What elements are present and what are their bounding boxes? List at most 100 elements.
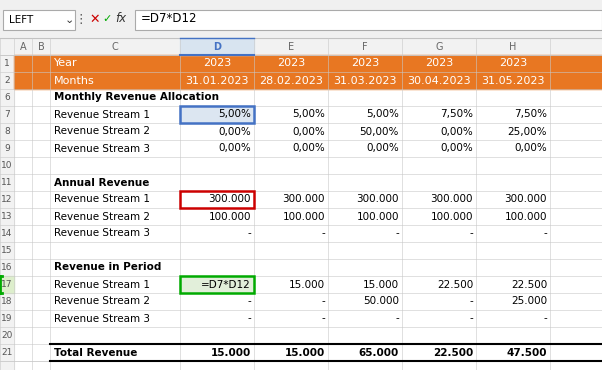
Text: 300.000: 300.000 [430, 195, 473, 205]
Text: A: A [20, 41, 26, 51]
Bar [180, 106, 254, 123]
Text: -: - [396, 229, 399, 239]
Bar [180, 38, 254, 55]
Bar [135, 10, 602, 30]
Text: Revenue in Period: Revenue in Period [54, 262, 161, 272]
Text: 12: 12 [1, 195, 13, 204]
Text: 0,00%: 0,00% [514, 144, 547, 154]
Text: -: - [247, 296, 251, 306]
Text: LEFT: LEFT [9, 15, 33, 25]
Text: 50,00%: 50,00% [359, 127, 399, 137]
Text: Revenue Stream 1: Revenue Stream 1 [54, 195, 150, 205]
Text: Annual Revenue: Annual Revenue [54, 178, 149, 188]
Text: 9: 9 [4, 144, 10, 153]
Text: 6: 6 [4, 93, 10, 102]
Text: 0,00%: 0,00% [366, 144, 399, 154]
Bar [0, 38, 14, 370]
Text: 22.500: 22.500 [510, 279, 547, 289]
Text: Revenue Stream 2: Revenue Stream 2 [54, 127, 150, 137]
Text: 20: 20 [1, 331, 13, 340]
Text: =D7*D12: =D7*D12 [201, 279, 251, 289]
Bar [14, 55, 602, 72]
Text: 25,00%: 25,00% [507, 127, 547, 137]
Text: 2023: 2023 [351, 58, 379, 68]
Text: -: - [396, 313, 399, 323]
Bar [14, 72, 602, 89]
Text: 15: 15 [1, 246, 13, 255]
Text: 10: 10 [1, 161, 13, 170]
Text: 0,00%: 0,00% [292, 144, 325, 154]
Text: -: - [321, 296, 325, 306]
Text: ⋮: ⋮ [75, 13, 87, 26]
Text: 18: 18 [1, 297, 13, 306]
Text: 47.500: 47.500 [506, 347, 547, 357]
Text: 13: 13 [1, 212, 13, 221]
Text: 0,00%: 0,00% [219, 127, 251, 137]
Text: 15.000: 15.000 [285, 347, 325, 357]
Text: 300.000: 300.000 [282, 195, 325, 205]
Text: 300.000: 300.000 [208, 195, 251, 205]
Text: 16: 16 [1, 263, 13, 272]
Text: D: D [213, 41, 221, 51]
Text: E: E [288, 41, 294, 51]
Text: C: C [111, 41, 119, 51]
Text: 19: 19 [1, 314, 13, 323]
Text: 30.04.2023: 30.04.2023 [407, 75, 471, 85]
Text: ✓: ✓ [102, 14, 112, 24]
Text: -: - [469, 296, 473, 306]
Text: 0,00%: 0,00% [440, 127, 473, 137]
Bar [180, 106, 254, 123]
Text: G: G [435, 41, 442, 51]
Text: =D7*D12: =D7*D12 [141, 13, 197, 26]
Text: 31.03.2023: 31.03.2023 [334, 75, 397, 85]
Text: 1: 1 [4, 59, 10, 68]
Bar [180, 191, 254, 208]
Text: 14: 14 [1, 229, 13, 238]
Text: 7,50%: 7,50% [514, 110, 547, 120]
Text: 300.000: 300.000 [356, 195, 399, 205]
Text: 11: 11 [1, 178, 13, 187]
Text: 300.000: 300.000 [504, 195, 547, 205]
Text: 22.500: 22.500 [436, 279, 473, 289]
Text: fx: fx [116, 13, 126, 26]
Text: ⌄: ⌄ [65, 15, 75, 25]
Text: Months: Months [54, 75, 95, 85]
Bar [0, 276, 14, 293]
Bar [180, 276, 254, 293]
Text: 2023: 2023 [425, 58, 453, 68]
Text: 8: 8 [4, 127, 10, 136]
Bar [0, 0, 602, 38]
Text: 50.000: 50.000 [363, 296, 399, 306]
Text: 7,50%: 7,50% [440, 110, 473, 120]
Text: F: F [362, 41, 368, 51]
Text: 100.000: 100.000 [282, 212, 325, 222]
Text: 28.02.2023: 28.02.2023 [259, 75, 323, 85]
Text: 25.000: 25.000 [511, 296, 547, 306]
Text: Revenue Stream 1: Revenue Stream 1 [54, 279, 150, 289]
Text: -: - [321, 313, 325, 323]
Text: 2023: 2023 [277, 58, 305, 68]
Text: 100.000: 100.000 [356, 212, 399, 222]
Text: 15.000: 15.000 [289, 279, 325, 289]
Text: Revenue Stream 1: Revenue Stream 1 [54, 110, 150, 120]
Text: -: - [469, 229, 473, 239]
Text: Revenue Stream 3: Revenue Stream 3 [54, 144, 150, 154]
Text: Revenue Stream 2: Revenue Stream 2 [54, 296, 150, 306]
Text: Monthly Revenue Allocation: Monthly Revenue Allocation [54, 92, 219, 102]
Text: 15.000: 15.000 [211, 347, 251, 357]
Text: 22.500: 22.500 [433, 347, 473, 357]
Text: -: - [321, 229, 325, 239]
Bar [180, 276, 254, 293]
Text: 0,00%: 0,00% [219, 144, 251, 154]
Text: 65.000: 65.000 [359, 347, 399, 357]
Text: H: H [509, 41, 517, 51]
Text: -: - [543, 313, 547, 323]
Bar [180, 191, 254, 208]
Text: 2023: 2023 [499, 58, 527, 68]
Text: -: - [247, 229, 251, 239]
Text: Revenue Stream 3: Revenue Stream 3 [54, 229, 150, 239]
Text: 21: 21 [1, 348, 13, 357]
Bar [3, 10, 75, 30]
Text: -: - [247, 313, 251, 323]
Text: 31.05.2023: 31.05.2023 [481, 75, 545, 85]
